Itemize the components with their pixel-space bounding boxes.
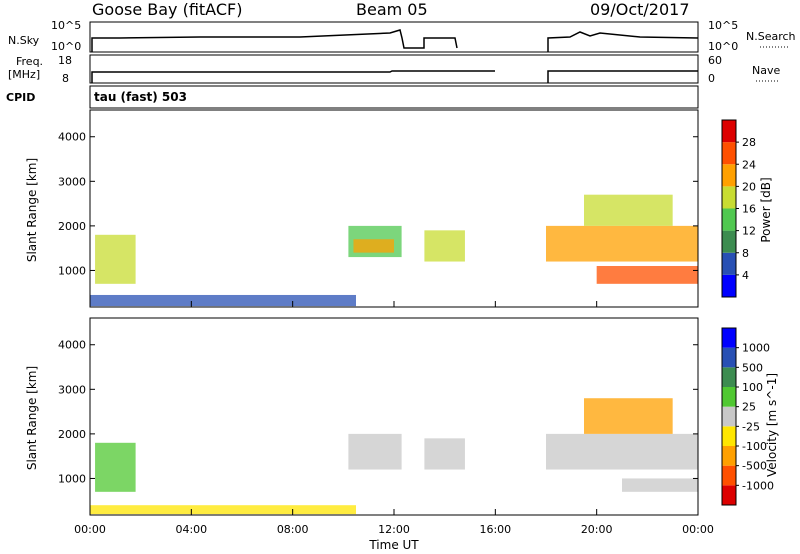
noise-right-bottom: 10^0: [708, 40, 738, 53]
velocity-colorbar-cell: [722, 367, 736, 387]
power-colorbar-cell: [722, 230, 736, 253]
velocity-colorbar-cell: [722, 347, 736, 368]
power-ytick-label: 3000: [58, 175, 86, 188]
velocity-colorbar-tick-label: -1000: [742, 479, 774, 492]
noise-right-top: 10^5: [708, 19, 738, 32]
power-colorbar-cell: [722, 142, 736, 165]
power-region-5: [546, 225, 698, 262]
velocity-colorbar-tick-label: -500: [742, 460, 767, 473]
power-region-1: [90, 294, 356, 307]
sky-noise-line-late: [547, 31, 699, 52]
noise-panel: [89, 21, 699, 53]
velocity-region-5: [584, 398, 673, 434]
freq-left-bottom: 8: [62, 72, 69, 85]
power-colorbar-tick-label: 12: [742, 225, 756, 238]
velocity-ytick-label: 1000: [58, 472, 86, 485]
power-colorbar-label: Power [dB]: [759, 177, 773, 242]
nsearch-label: N.Search: [746, 30, 796, 43]
power-colorbar-cell: [722, 252, 736, 275]
cpid-panel: [89, 85, 699, 109]
freq-label: Freq.: [16, 55, 43, 68]
freq-right-bottom: 0: [708, 72, 715, 85]
noise-left-top: 10^5: [51, 19, 81, 32]
xtick-label: 16:00: [479, 523, 511, 536]
power-region-4: [424, 230, 465, 262]
velocity-colorbar-cell: [722, 446, 736, 466]
power-colorbar-cell: [722, 164, 736, 187]
velocity-colorbar-cell: [722, 426, 736, 446]
power-region-6: [596, 265, 698, 284]
power-colorbar-cell: [722, 274, 736, 297]
power-region-7: [584, 194, 673, 226]
xtick-label: 04:00: [175, 523, 207, 536]
sky-noise-line: [91, 29, 458, 52]
velocity-colorbar-cell: [722, 328, 736, 348]
velocity-colorbar-frame: [721, 327, 737, 506]
power-colorbar-cell: [722, 208, 736, 231]
station-title: Goose Bay (fitACF): [92, 0, 242, 19]
velocity-colorbar-tick-label: 1000: [742, 342, 770, 355]
power-region-0: [95, 234, 136, 284]
power-colorbar-cell: [722, 120, 736, 143]
x-axis-label: Time UT: [368, 538, 419, 552]
freq-line-late: [547, 70, 698, 83]
velocity-colorbar-tick-label: 25: [742, 401, 756, 414]
freq-line: [91, 70, 495, 83]
velocity-region-1: [90, 505, 356, 515]
cpid-label: CPID: [6, 91, 35, 104]
power-ytick-label: 1000: [58, 264, 86, 277]
nsky-label: N.Sky: [8, 34, 40, 47]
xtick-label: 08:00: [277, 523, 309, 536]
velocity-ytick-label: 2000: [58, 428, 86, 441]
velocity-region-6: [622, 478, 698, 492]
velocity-colorbar-cell: [722, 485, 736, 505]
power-ytick-label: 4000: [58, 131, 86, 144]
power-colorbar-tick-label: 4: [742, 269, 749, 282]
power-colorbar-tick-label: 16: [742, 203, 756, 216]
velocity-colorbar-tick-label: 100: [742, 381, 763, 394]
power-region-3: [353, 239, 394, 253]
power-colorbar-cell: [722, 186, 736, 209]
velocity-colorbar-label: Velocity [m s^-1]: [765, 373, 779, 477]
date-title: 09/Oct/2017: [590, 0, 690, 19]
freq-unit: [MHz]: [8, 68, 40, 81]
velocity-region-2: [348, 433, 402, 470]
velocity-ylabel: Slant Range [km]: [25, 366, 39, 470]
noise-left-bottom: 10^0: [51, 40, 81, 53]
velocity-colorbar-tick-label: 500: [742, 361, 763, 374]
freq-left-top: 18: [58, 54, 72, 67]
freq-panel: [89, 54, 699, 84]
freq-right-top: 60: [708, 54, 722, 67]
power-colorbar-tick-label: 28: [742, 136, 756, 149]
beam-title: Beam 05: [356, 0, 428, 19]
xtick-label: 20:00: [581, 523, 613, 536]
velocity-region-4: [546, 433, 698, 470]
velocity-region-3: [424, 438, 465, 470]
velocity-colorbar-cell: [722, 465, 736, 486]
velocity-ytick-label: 3000: [58, 383, 86, 396]
xtick-label: 12:00: [378, 523, 410, 536]
power-ytick-label: 2000: [58, 220, 86, 233]
velocity-colorbar-cell: [722, 406, 736, 427]
power-ylabel: Slant Range [km]: [25, 158, 39, 262]
velocity-colorbar-tick-label: -100: [742, 440, 767, 453]
velocity-region-0: [95, 442, 136, 492]
nave-label: Nave: [752, 64, 780, 77]
velocity-ytick-label: 4000: [58, 339, 86, 352]
xtick-label: 00:00: [74, 523, 106, 536]
power-colorbar-tick-label: 8: [742, 247, 749, 260]
xtick-label: 00:00: [682, 523, 714, 536]
velocity-colorbar-tick-label: -25: [742, 420, 760, 433]
power-colorbar-tick-label: 20: [742, 180, 756, 193]
cpid-value: tau (fast) 503: [94, 90, 187, 104]
power-colorbar-tick-label: 24: [742, 158, 756, 171]
velocity-colorbar-cell: [722, 387, 736, 407]
